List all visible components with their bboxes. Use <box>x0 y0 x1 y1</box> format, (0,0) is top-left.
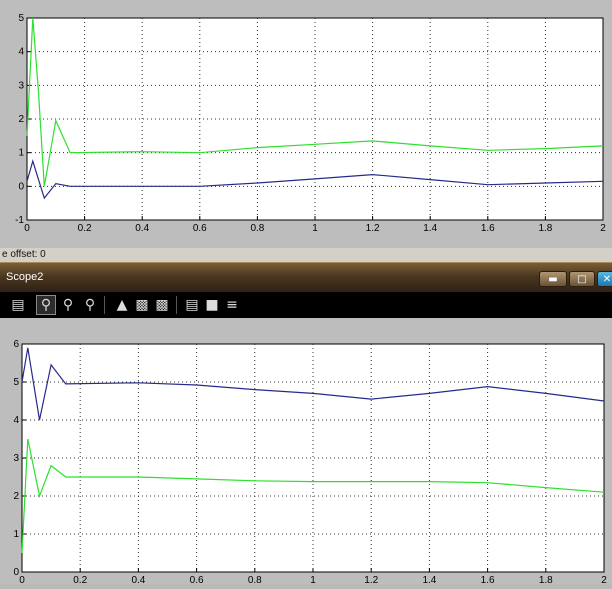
toolbar-divider <box>176 296 177 314</box>
scope2-titlebar[interactable]: Scope2 ▬ □ ✕ <box>0 262 612 293</box>
x-tick-label: 1.2 <box>364 575 378 584</box>
y-tick-label: 4 <box>18 47 24 58</box>
x-tick-label: 2 <box>600 223 606 234</box>
y-tick-label: 2 <box>13 491 19 502</box>
series-line <box>21 438 605 554</box>
zoom-y-icon[interactable]: ⚲ <box>84 297 96 313</box>
x-tick-label: 1.4 <box>422 575 436 584</box>
y-tick-label: 5 <box>18 13 24 24</box>
x-tick-label: 1.8 <box>539 575 553 584</box>
x-tick-label: 0 <box>19 575 25 584</box>
y-tick-label: 5 <box>13 377 19 388</box>
autoscale-icon[interactable]: ▲ <box>116 297 128 313</box>
x-tick-label: 0.4 <box>131 575 145 584</box>
x-tick-label: 1.4 <box>423 223 437 234</box>
y-tick-label: 3 <box>13 453 19 464</box>
x-tick-label: 0.4 <box>135 223 149 234</box>
x-tick-label: 0.8 <box>248 575 262 584</box>
plot-area <box>21 343 605 573</box>
x-tick-label: 0.2 <box>78 223 92 234</box>
lock-icon[interactable]: ■ <box>205 297 219 313</box>
x-tick-label: 0.6 <box>193 223 207 234</box>
minimize-button[interactable]: ▬ <box>539 271 567 287</box>
y-tick-label: 4 <box>13 415 19 426</box>
y-tick-label: 2 <box>18 114 24 125</box>
zoom-x-icon[interactable]: ⚲ <box>62 297 74 313</box>
save-axes-icon[interactable]: ▩ <box>135 297 149 313</box>
close-button[interactable]: ✕ <box>597 271 612 287</box>
parameters-icon[interactable]: ▤ <box>185 297 199 313</box>
scope1-panel: 0 0.2 0.4 0.6 0.8 1 1.2 1.4 1.6 1.8 2 -1 0 1 2 3 4 5 <box>0 0 612 248</box>
x-tick-label: 0.6 <box>190 575 204 584</box>
maximize-button[interactable]: □ <box>569 271 595 287</box>
scope-toolbar: ▤ ⚲ ⚲ ⚲ ▲ ▩ ▩ ▤ ■ ≡ <box>0 292 612 318</box>
series-line <box>26 158 604 200</box>
signal-selector-icon[interactable]: ≡ <box>226 297 238 313</box>
x-tick-label: 0.8 <box>250 223 264 234</box>
scope2-panel: 0 0.2 0.4 0.6 0.8 1 1.2 1.4 1.6 1.8 2 0 1 2 3 4 5 6 <box>0 318 612 586</box>
series-line <box>26 17 604 187</box>
x-tick-label: 1.8 <box>538 223 552 234</box>
y-tick-label: -1 <box>15 215 24 226</box>
x-tick-label: 1 <box>310 575 316 584</box>
time-offset-label: e offset: 0 <box>2 249 46 260</box>
scope2-plot: 0 0.2 0.4 0.6 0.8 1 1.2 1.4 1.6 1.8 2 0 1 2 3 4 5 6 <box>13 339 607 586</box>
x-tick-label: 1.2 <box>366 223 380 234</box>
x-tick-label: 0 <box>24 223 30 234</box>
y-tick-label: 0 <box>13 567 19 578</box>
series-line <box>21 347 605 421</box>
y-tick-label: 1 <box>13 529 19 540</box>
x-tick-label: 1.6 <box>481 223 495 234</box>
window-title: Scope2 <box>6 271 44 283</box>
close-icon: ✕ <box>602 273 612 285</box>
restore-axes-icon[interactable]: ▩ <box>155 297 169 313</box>
x-tick-label: 0.2 <box>73 575 87 584</box>
y-tick-label: 3 <box>18 80 24 91</box>
toolbar-divider <box>104 296 105 314</box>
minimize-icon: ▬ <box>548 273 558 285</box>
zoom-icon[interactable]: ⚲ <box>36 295 56 315</box>
y-tick-label: 1 <box>18 148 24 159</box>
y-tick-label: 6 <box>13 339 19 350</box>
x-tick-label: 2 <box>601 575 607 584</box>
print-icon[interactable]: ▤ <box>11 297 25 313</box>
maximize-icon: □ <box>577 273 587 285</box>
time-offset-bar: e offset: 0 <box>0 248 612 262</box>
y-tick-label: 0 <box>18 181 24 192</box>
x-tick-label: 1 <box>312 223 318 234</box>
x-tick-label: 1.6 <box>481 575 495 584</box>
